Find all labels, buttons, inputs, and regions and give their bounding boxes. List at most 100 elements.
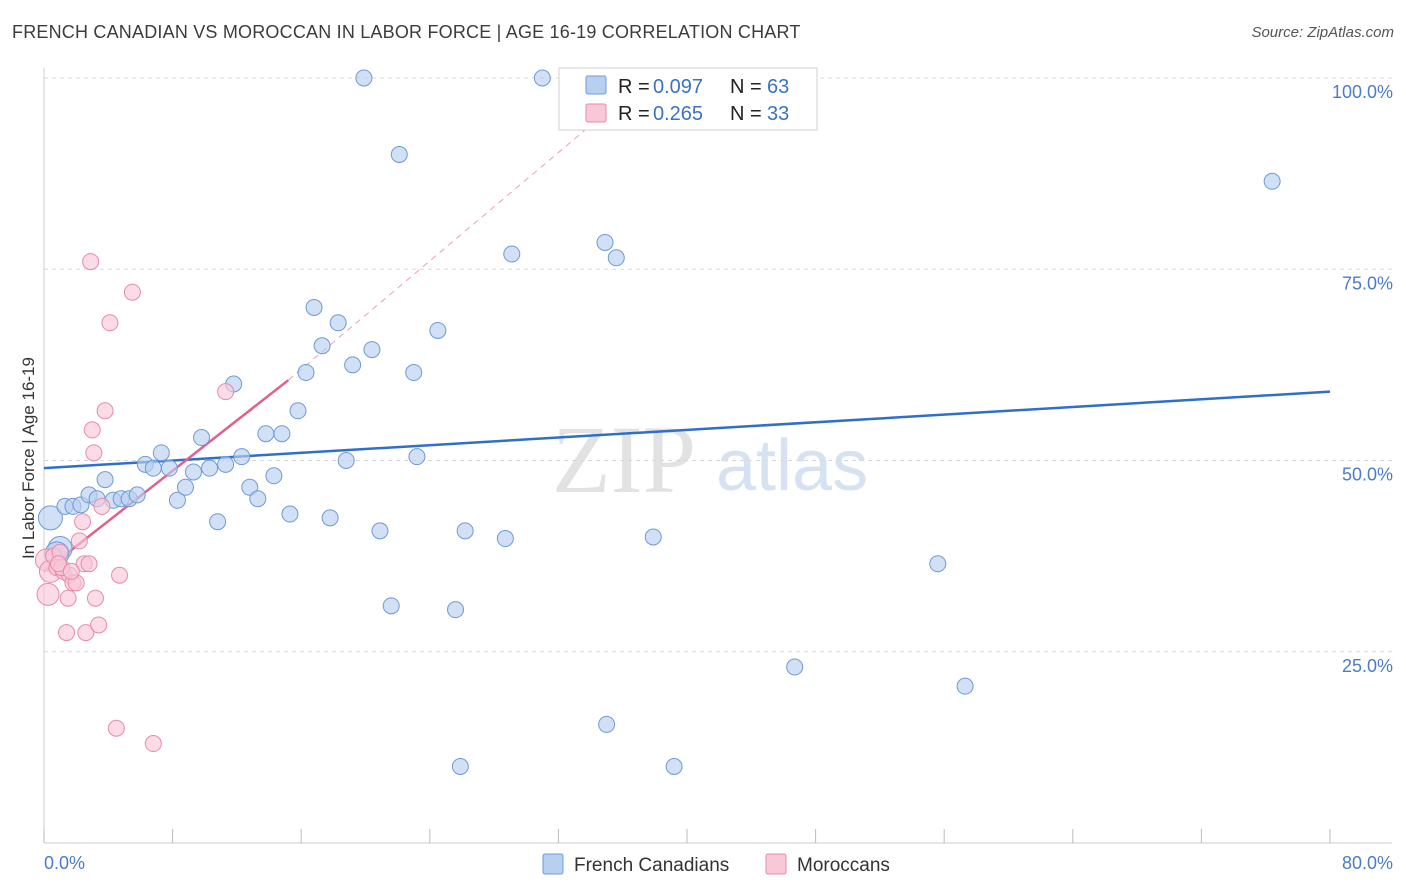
point-french-canadians-39 — [363, 341, 381, 359]
legend-n-label-1: N = — [730, 76, 762, 98]
axes — [43, 68, 1392, 844]
gridlines — [44, 77, 1392, 653]
x-tick-label-min: 0.0% — [44, 853, 85, 873]
point-moroccans-18 — [83, 421, 101, 439]
moroccans-points — [34, 253, 235, 753]
point-french-canadians-48 — [456, 522, 474, 540]
point-french-canadians-57 — [786, 658, 804, 676]
point-french-canadians-58 — [929, 555, 947, 573]
point-french-canadians-28 — [273, 425, 291, 443]
point-french-canadians-16 — [176, 478, 194, 496]
point-french-canadians-14 — [160, 459, 178, 477]
point-moroccans-25 — [107, 719, 125, 737]
point-french-canadians-52 — [596, 233, 614, 251]
point-french-canadians-53 — [598, 715, 616, 733]
point-french-canadians-50 — [503, 245, 521, 263]
y-tick-label-100: 100.0% — [1332, 82, 1393, 102]
point-french-canadians-21 — [217, 455, 235, 473]
legend-r-label-2: R = — [618, 103, 650, 125]
bottom-legend-swatch-blue — [542, 853, 564, 875]
point-french-canadians-6 — [96, 471, 114, 489]
point-moroccans-19 — [85, 444, 103, 462]
point-french-canadians-41 — [382, 597, 400, 615]
y-axis-label: In Labor Force | Age 16-19 — [19, 357, 38, 559]
point-french-canadians-46 — [447, 601, 465, 619]
legend-swatch-blue — [585, 75, 607, 95]
point-french-canadians-32 — [305, 299, 323, 316]
source-label: Source: ZipAtlas.com — [1251, 24, 1394, 41]
x-tick-label-max: 80.0% — [1342, 853, 1393, 873]
point-french-canadians-43 — [405, 364, 423, 382]
y-tick-label-75: 75.0% — [1342, 273, 1393, 293]
legend-r-value-2: 0.265 — [653, 103, 703, 125]
point-moroccans-16 — [80, 555, 98, 573]
point-french-canadians-45 — [429, 321, 447, 339]
series-legend: French Canadians Moroccans — [542, 853, 890, 876]
point-french-canadians-27 — [265, 467, 283, 485]
legend-swatch-pink — [585, 103, 607, 123]
point-french-canadians-18 — [193, 429, 211, 447]
point-french-canadians-54 — [607, 249, 625, 267]
point-moroccans-15 — [77, 624, 95, 642]
bottom-legend-swatch-pink — [765, 853, 787, 875]
chart-title: FRENCH CANADIAN VS MOROCCAN IN LABOR FOR… — [12, 22, 801, 42]
y-tick-labels: 25.0% 50.0% 75.0% 100.0% — [1332, 82, 1393, 676]
y-tick-label-50: 50.0% — [1342, 465, 1393, 485]
point-moroccans-8 — [59, 589, 77, 607]
point-french-canadians-40 — [371, 522, 389, 540]
legend-r-label-1: R = — [618, 76, 650, 98]
point-french-canadians-13 — [152, 444, 170, 462]
point-french-canadians-26 — [257, 425, 275, 443]
point-french-canadians-15 — [168, 491, 186, 509]
point-moroccans-24 — [101, 314, 119, 332]
point-french-canadians-51 — [533, 69, 551, 87]
point-french-canadians-59 — [956, 677, 974, 695]
point-moroccans-20 — [86, 589, 104, 607]
point-french-canadians-29 — [281, 505, 299, 523]
point-french-canadians-34 — [321, 509, 339, 527]
point-french-canadians-10 — [128, 486, 146, 504]
point-french-canadians-47 — [451, 758, 469, 775]
point-french-canadians-17 — [184, 463, 202, 481]
x-ticks — [43, 829, 1331, 843]
point-french-canadians-42 — [390, 146, 408, 163]
stats-legend: R = 0.097 N = 63 R = 0.265 N = 33 — [558, 67, 818, 131]
point-french-canadians-0 — [37, 505, 63, 531]
point-french-canadians-60 — [1263, 172, 1281, 190]
legend-n-label-2: N = — [730, 103, 762, 125]
trend-line-french-canadians — [43, 390, 1331, 470]
point-french-canadians-30 — [289, 402, 307, 420]
point-french-canadians-33 — [313, 337, 331, 355]
point-moroccans-1 — [36, 582, 60, 606]
legend-n-value-1: 63 — [767, 76, 789, 98]
point-french-canadians-37 — [344, 356, 362, 374]
legend-n-value-2: 33 — [767, 103, 789, 125]
y-tick-label-25: 25.0% — [1342, 656, 1393, 676]
point-moroccans-32 — [62, 562, 80, 580]
point-moroccans-29 — [217, 383, 235, 401]
point-moroccans-23 — [96, 402, 114, 420]
french-canadians-points — [37, 69, 1281, 775]
point-moroccans-12 — [70, 532, 88, 550]
watermark-atlas: atlas — [716, 426, 868, 506]
point-french-canadians-19 — [201, 459, 219, 477]
point-french-canadians-55 — [644, 528, 662, 546]
point-french-canadians-44 — [408, 448, 426, 466]
point-moroccans-31 — [49, 555, 67, 573]
bottom-legend-label-moroccans: Moroccans — [797, 855, 890, 876]
bottom-legend-label-french-canadians: French Canadians — [574, 855, 729, 876]
point-moroccans-21 — [90, 616, 108, 634]
point-moroccans-17 — [82, 253, 100, 271]
point-french-canadians-31 — [297, 364, 315, 382]
point-moroccans-13 — [74, 513, 92, 531]
point-french-canadians-56 — [665, 758, 683, 775]
legend-r-value-1: 0.097 — [653, 76, 703, 98]
point-moroccans-7 — [58, 624, 76, 642]
point-french-canadians-20 — [209, 513, 227, 531]
point-french-canadians-23 — [233, 448, 251, 466]
point-moroccans-26 — [111, 566, 129, 584]
point-french-canadians-49 — [496, 530, 514, 548]
point-french-canadians-35 — [329, 314, 347, 332]
point-french-canadians-36 — [337, 452, 355, 469]
